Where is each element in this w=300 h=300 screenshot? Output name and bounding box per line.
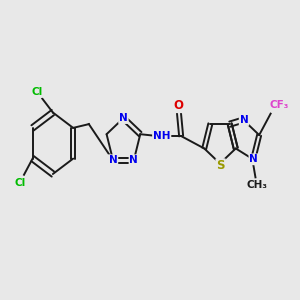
Text: CF₃: CF₃ <box>269 100 289 110</box>
Text: Cl: Cl <box>32 87 43 97</box>
Text: N: N <box>109 155 117 165</box>
Text: N: N <box>249 154 258 164</box>
Text: NH: NH <box>153 131 170 141</box>
Text: Cl: Cl <box>14 178 25 188</box>
Text: N: N <box>240 115 248 125</box>
Text: CH₃: CH₃ <box>246 180 267 190</box>
Text: N: N <box>130 155 138 165</box>
Text: S: S <box>216 159 225 172</box>
Text: O: O <box>174 99 184 112</box>
Text: N: N <box>119 113 128 123</box>
